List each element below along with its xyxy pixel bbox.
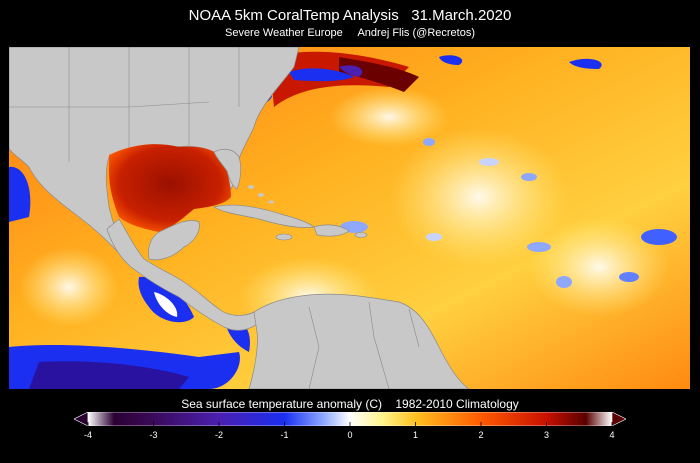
colorbar-title: Sea surface temperature anomaly (C) 1982… [181,397,519,411]
colorbar-tick-label: -2 [214,430,223,440]
bahamas [248,185,274,204]
gulf-of-mexico [109,144,231,232]
hispaniola [313,224,350,237]
near-normal-patches [19,87,669,337]
colorbar-tick-label: 3 [543,430,549,440]
colorbar-ticks [87,422,613,426]
colorbar-tick-label: -3 [149,430,158,440]
colorbar-tick-label: 2 [478,430,484,440]
colorbar-extend-low [74,412,89,426]
colorbar-tick-label: 0 [347,430,353,440]
colorbar-tick-label: -4 [83,430,92,440]
cold-anomaly-patches [9,55,677,389]
jamaica [275,233,293,241]
map-title: NOAA 5km CoralTemp Analysis 31.March.202… [188,7,512,24]
colorbar-tick-label: 4 [609,430,615,440]
political-borders [9,47,420,389]
colorbar [74,412,626,426]
map-subtitle: Severe Weather Europe Andrej Flis (@Recr… [224,27,475,39]
yucatan-peninsula [148,220,200,261]
florida-peninsula [213,148,242,190]
south-america-land [248,293,470,389]
colorbar-tick-label: -1 [280,430,289,440]
colorbar-extend-high [611,412,626,426]
puerto-rico [354,232,368,238]
sst-anomaly-map [9,47,690,389]
colorbar-tick-label: 1 [412,430,418,440]
